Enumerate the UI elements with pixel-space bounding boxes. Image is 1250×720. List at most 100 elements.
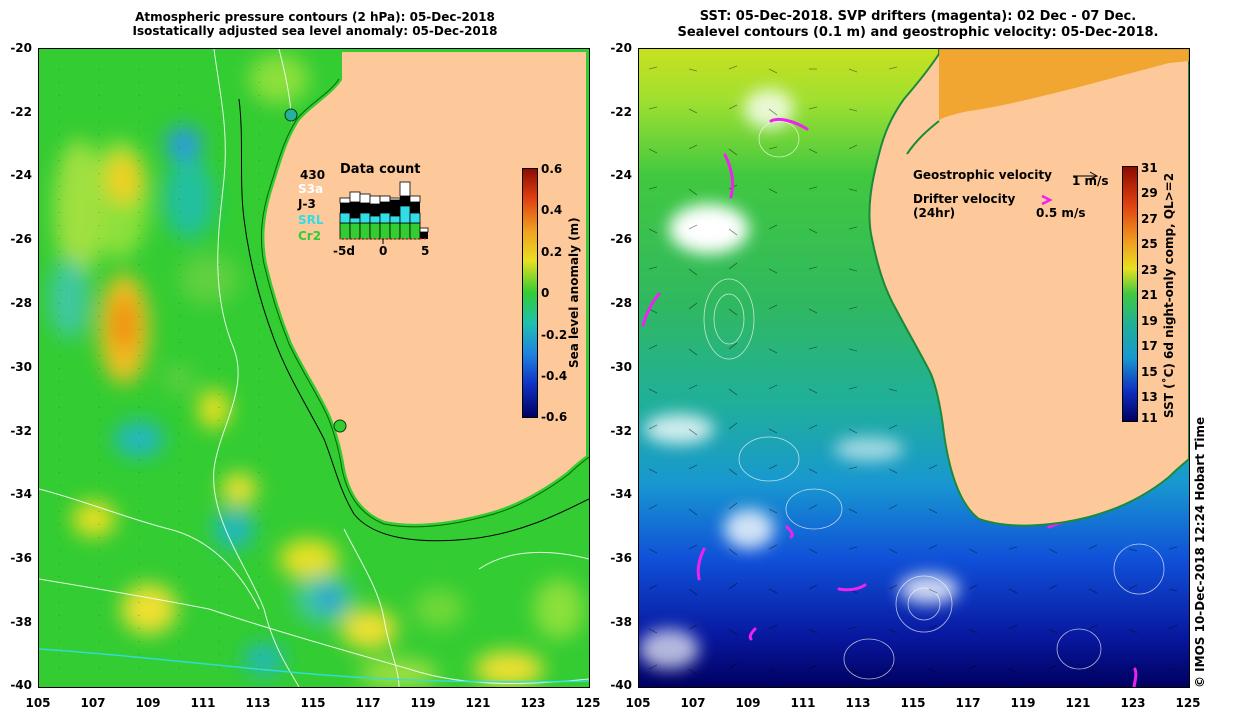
- sst-map-panel: [638, 48, 1190, 688]
- drifter-velocity-label: Drifter velocity: [913, 192, 1016, 206]
- lon-tick: 113: [245, 696, 271, 710]
- lon-tick: 123: [520, 696, 546, 710]
- left-title-line2: Isostatically adjusted sea level anomaly…: [132, 24, 498, 38]
- lat-tick: -40: [10, 678, 32, 692]
- sla-tick: -0.2: [541, 328, 568, 342]
- station-marker-south: [333, 419, 347, 433]
- station-marker-north: [284, 108, 298, 122]
- lon-tick: 115: [900, 696, 926, 710]
- drifter-velocity-scale: 0.5 m/s: [1036, 206, 1086, 220]
- sst-tick: 23: [1141, 263, 1158, 277]
- sla-anomaly-field: [49, 54, 584, 687]
- sst-tick: 13: [1141, 390, 1158, 404]
- lon-tick: 107: [680, 696, 706, 710]
- sst-tick: 21: [1141, 288, 1158, 302]
- sst-tick: 25: [1141, 237, 1158, 251]
- lat-tick: -28: [10, 296, 32, 310]
- lat-tick: -36: [610, 551, 632, 565]
- lat-tick: -26: [10, 232, 32, 246]
- lat-tick: -22: [610, 105, 632, 119]
- mission-label-j3: J-3: [298, 197, 316, 211]
- histogram-tick-start: -5d: [333, 244, 355, 258]
- lat-tick: -28: [610, 296, 632, 310]
- geo-velocity-scale: 1 m/s: [1072, 174, 1109, 188]
- lon-tick: 109: [135, 696, 161, 710]
- sla-tick: 0: [541, 286, 550, 300]
- lon-tick: 115: [300, 696, 326, 710]
- lat-tick: -34: [10, 487, 32, 501]
- geostrophic-vectors: [648, 65, 1178, 676]
- lon-tick: 121: [465, 696, 491, 710]
- imos-credit: © IMOS 10-Dec-2018 12:24 Hobart Time: [1193, 416, 1207, 688]
- lon-tick: 111: [190, 696, 216, 710]
- sst-tick: 29: [1141, 186, 1158, 200]
- lon-tick: 109: [735, 696, 761, 710]
- sla-tick: 0.6: [541, 162, 563, 176]
- drifter-arrow-icon: [1041, 194, 1053, 206]
- right-title-line1: SST: 05-Dec-2018. SVP drifters (magenta)…: [699, 9, 1137, 24]
- lon-tick: 105: [625, 696, 651, 710]
- lon-tick: 105: [25, 696, 51, 710]
- sla-colorbar-label: Sea level anomaly (m): [567, 217, 581, 368]
- sla-tick: 0.2: [541, 245, 563, 259]
- lat-tick: -38: [10, 615, 32, 629]
- sla-tick: -0.4: [541, 369, 568, 383]
- data-count-total: 430: [300, 168, 326, 182]
- lat-tick: -26: [610, 232, 632, 246]
- right-title-line2: Sealevel contours (0.1 m) and geostrophi…: [677, 25, 1159, 40]
- drifter-velocity-sublabel: (24hr): [913, 206, 956, 220]
- left-title-line1: Atmospheric pressure contours (2 hPa): 0…: [135, 10, 495, 24]
- mission-label-cr2: Cr2: [298, 229, 322, 243]
- sst-colorbar-label: SST (˚C) 6d night-only comp, QL>=2: [1162, 172, 1176, 418]
- lon-tick: 119: [410, 696, 436, 710]
- lon-tick: 107: [80, 696, 106, 710]
- mission-label-srl: SRL: [298, 213, 324, 227]
- sst-map: [639, 49, 1189, 687]
- lat-tick: -40: [610, 678, 632, 692]
- lon-tick: 113: [845, 696, 871, 710]
- lon-tick: 125: [1175, 696, 1201, 710]
- data-count-histogram: [339, 181, 429, 244]
- lon-tick: 111: [790, 696, 816, 710]
- sst-tick: 19: [1141, 314, 1158, 328]
- lat-tick: -24: [10, 168, 32, 182]
- histogram-bars: [339, 181, 429, 240]
- lat-tick: -34: [610, 487, 632, 501]
- sst-colorbar: [1122, 166, 1138, 422]
- lat-tick: -38: [610, 615, 632, 629]
- sst-tick: 31: [1141, 161, 1158, 175]
- lat-tick: -20: [610, 41, 632, 55]
- sst-tick: 11: [1141, 411, 1158, 425]
- lon-tick: 117: [355, 696, 381, 710]
- sla-colorbar: [522, 168, 538, 418]
- sst-tick: 15: [1141, 365, 1158, 379]
- right-title: SST: 05-Dec-2018. SVP drifters (magenta)…: [618, 9, 1218, 41]
- left-title: Atmospheric pressure contours (2 hPa): 0…: [40, 10, 590, 38]
- lat-tick: -22: [10, 105, 32, 119]
- sst-tick: 27: [1141, 212, 1158, 226]
- lat-tick: -32: [10, 424, 32, 438]
- mission-label-s3a: S3a: [298, 182, 324, 196]
- pressure-contours: [39, 49, 589, 687]
- lat-tick: -20: [10, 41, 32, 55]
- sst-tick: 17: [1141, 339, 1158, 353]
- lat-tick: -30: [610, 360, 632, 374]
- histogram-tick-zero: 0: [379, 244, 388, 258]
- lon-tick: 117: [955, 696, 981, 710]
- sla-tick: 0.4: [541, 203, 563, 217]
- lon-tick: 121: [1065, 696, 1091, 710]
- geo-velocity-label: Geostrophic velocity: [913, 168, 1052, 182]
- sla-tick: -0.6: [541, 410, 568, 424]
- sla-map: [39, 49, 589, 687]
- lat-tick: -30: [10, 360, 32, 374]
- australia-land-right: [868, 49, 1189, 527]
- sealevel-contours: [703, 120, 1165, 680]
- lat-tick: -32: [610, 424, 632, 438]
- lon-tick: 123: [1120, 696, 1146, 710]
- lat-tick: -36: [10, 551, 32, 565]
- sla-map-panel: [38, 48, 590, 688]
- geo-velocity-arrow-icon: [1073, 171, 1099, 180]
- histogram-tick-end: 5: [421, 244, 430, 258]
- lon-tick: 119: [1010, 696, 1036, 710]
- lon-tick: 125: [575, 696, 601, 710]
